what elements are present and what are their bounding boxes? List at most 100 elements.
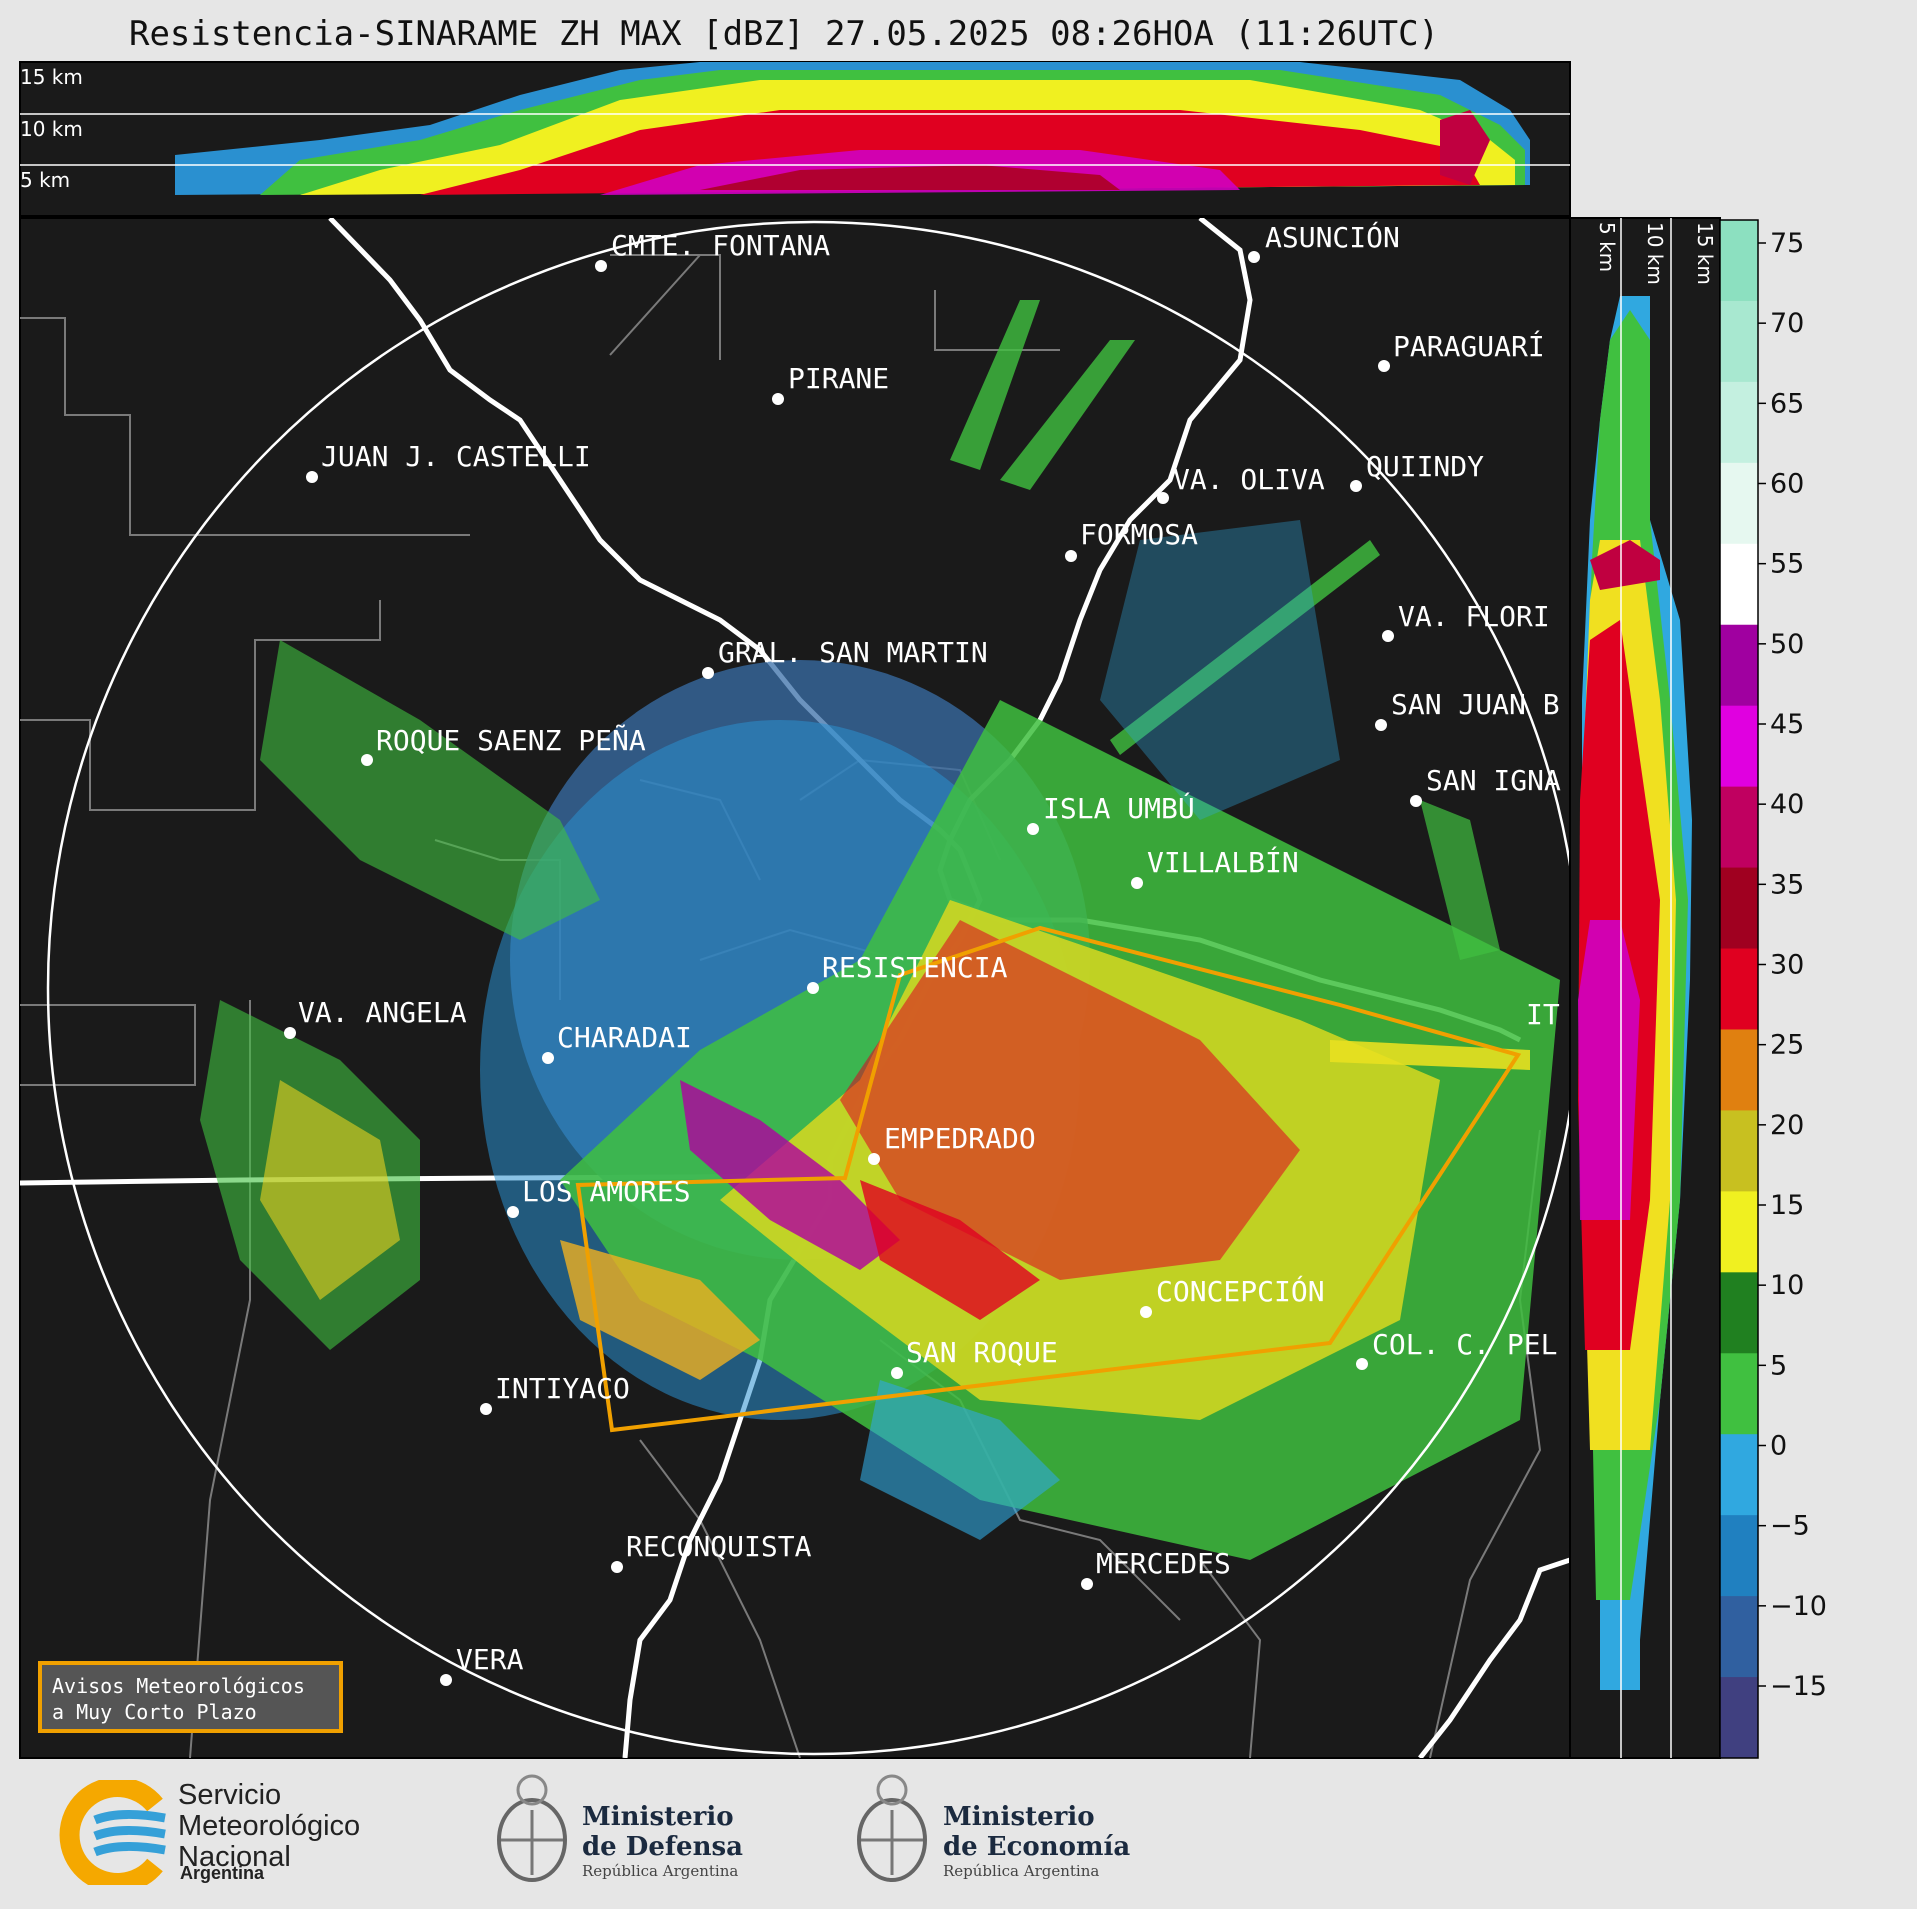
smn-line1: Servicio bbox=[178, 1779, 282, 1811]
place-label-cmte-fontana: CMTE. FONTANA bbox=[611, 229, 830, 262]
colorbar-tick-label: 25 bbox=[1770, 1030, 1804, 1061]
colorbar-tick-label: 45 bbox=[1770, 709, 1804, 740]
place-dot bbox=[1350, 480, 1362, 492]
colorbar-tick-label: −5 bbox=[1770, 1511, 1810, 1542]
place-label-mercedes: MERCEDES bbox=[1096, 1547, 1231, 1580]
colorbar-tick-label: 35 bbox=[1770, 869, 1804, 900]
colorbar-segment bbox=[1720, 1677, 1758, 1759]
warning-legend-line1: Avisos Meteorológicos bbox=[52, 1674, 305, 1698]
economia-line2: de Economía bbox=[943, 1832, 1131, 1862]
place-label-resistencia: RESISTENCIA bbox=[822, 951, 1008, 984]
economia-line1: Ministerio bbox=[943, 1802, 1095, 1832]
defensa-logo-text: Ministerio de Defensa República Argentin… bbox=[582, 1802, 743, 1880]
colorbar-segment bbox=[1720, 1596, 1758, 1678]
colorbar-segment bbox=[1720, 543, 1758, 626]
colorbar-tick-label: 0 bbox=[1770, 1431, 1787, 1462]
radar-echoes bbox=[200, 300, 1560, 1560]
colorbar-segment bbox=[1720, 1029, 1758, 1111]
defensa-line1: Ministerio bbox=[582, 1802, 734, 1832]
place-label-col-c-pel: COL. C. PEL bbox=[1372, 1328, 1557, 1361]
place-dot bbox=[891, 1367, 903, 1379]
colorbar-tick-label: 75 bbox=[1770, 228, 1804, 259]
colorbar-segment bbox=[1720, 1515, 1758, 1597]
place-dot bbox=[611, 1561, 623, 1573]
place-dot bbox=[306, 471, 318, 483]
colorbar-segment bbox=[1720, 462, 1758, 545]
place-dot bbox=[1375, 719, 1387, 731]
right-15km-label: 15 km bbox=[1693, 222, 1717, 285]
place-label-villalbin: VILLALBÍN bbox=[1147, 845, 1299, 879]
warning-polygon[interactable] bbox=[575, 925, 1522, 1433]
place-dot bbox=[1378, 360, 1390, 372]
place-label-juan-j-castelli: JUAN J. CASTELLI bbox=[321, 440, 591, 473]
place-label-vera: VERA bbox=[456, 1643, 524, 1676]
colorbar-tick-label: 5 bbox=[1770, 1350, 1787, 1381]
place-label-intiyaco: INTIYACO bbox=[495, 1372, 630, 1405]
place-dot bbox=[1065, 550, 1077, 562]
place-label-empedrado: EMPEDRADO bbox=[884, 1122, 1036, 1155]
colorbar-segment bbox=[1720, 624, 1758, 707]
warning-legend-box[interactable]: Avisos Meteorológicos a Muy Corto Plazo bbox=[38, 1661, 343, 1733]
top-cross-section: 15 km 10 km 5 km bbox=[19, 61, 1571, 217]
place-label-roque-saenz-pena: ROQUE SAENZ PEÑA bbox=[376, 723, 646, 757]
place-label-reconquista: RECONQUISTA bbox=[626, 1530, 812, 1563]
colorbar-tick-label: −10 bbox=[1770, 1591, 1827, 1622]
place-dot bbox=[772, 393, 784, 405]
place-label-asuncion: ASUNCIÓN bbox=[1265, 220, 1400, 254]
colorbar-tick-label: 50 bbox=[1770, 629, 1804, 660]
place-label-formosa: FORMOSA bbox=[1080, 518, 1198, 551]
place-dot bbox=[480, 1403, 492, 1415]
colorbar-tick-label: 30 bbox=[1770, 950, 1804, 981]
place-dot bbox=[361, 754, 373, 766]
colorbar-segment bbox=[1720, 867, 1758, 950]
place-dot bbox=[284, 1027, 296, 1039]
place-dot bbox=[440, 1674, 452, 1686]
place-markers: CMTE. FONTANA ASUNCIÓN PIRANE PARAGUARÍ … bbox=[284, 220, 1561, 1686]
colorbar-segment bbox=[1720, 948, 1758, 1030]
smn-line2: Meteorológico bbox=[178, 1810, 361, 1842]
place-dot bbox=[507, 1206, 519, 1218]
place-dot bbox=[1410, 795, 1422, 807]
colorbar-tick-label: −15 bbox=[1770, 1671, 1827, 1702]
place-dot bbox=[1081, 1578, 1093, 1590]
right-5km-label: 5 km bbox=[1595, 222, 1619, 272]
chart-title: Resistencia-SINARAME ZH MAX [dBZ] 27.05.… bbox=[128, 14, 1440, 54]
place-label-concepcion: CONCEPCIÓN bbox=[1156, 1274, 1325, 1308]
top-5km-label: 5 km bbox=[20, 168, 70, 192]
colorbar-segment bbox=[1720, 705, 1758, 788]
place-dot bbox=[1140, 1306, 1152, 1318]
colorbar-tick-label: 15 bbox=[1770, 1190, 1804, 1221]
place-label-san-igna: SAN IGNA bbox=[1426, 764, 1561, 797]
top-10km-label: 10 km bbox=[20, 117, 83, 141]
place-dot bbox=[807, 982, 819, 994]
right-cross-section: 5 km 10 km 15 km bbox=[1569, 217, 1721, 1759]
place-dot bbox=[1248, 251, 1260, 263]
economia-logo-text: Ministerio de Economía República Argenti… bbox=[943, 1802, 1130, 1880]
colorbar-tick-label: 55 bbox=[1770, 549, 1804, 580]
smn-country: Argentina bbox=[180, 1863, 265, 1883]
place-label-isla-umbu: ISLA UMBÚ bbox=[1043, 791, 1195, 825]
place-label-san-roque: SAN ROQUE bbox=[906, 1336, 1058, 1369]
defensa-sub: República Argentina bbox=[582, 1862, 739, 1880]
colorbar-segment bbox=[1720, 786, 1758, 869]
smn-line3: Nacional bbox=[178, 1841, 291, 1873]
place-label-va-oliva: VA. OLIVA bbox=[1173, 463, 1325, 496]
place-label-gral-san-martin: GRAL. SAN MARTIN bbox=[718, 636, 988, 669]
colorbar-segment bbox=[1720, 1353, 1758, 1435]
smn-logo-icon bbox=[59, 1780, 166, 1885]
place-label-va-flori: VA. FLORI bbox=[1398, 600, 1550, 633]
place-dot bbox=[868, 1153, 880, 1165]
economia-sub: República Argentina bbox=[943, 1862, 1100, 1880]
argentina-coat-of-arms-icon bbox=[497, 1774, 567, 1882]
radar-map[interactable]: CMTE. FONTANA ASUNCIÓN PIRANE PARAGUARÍ … bbox=[19, 217, 1580, 1759]
place-dot bbox=[1027, 823, 1039, 835]
place-dot bbox=[702, 667, 714, 679]
right-10km-label: 10 km bbox=[1643, 222, 1667, 285]
place-dot bbox=[595, 260, 607, 272]
place-dot bbox=[542, 1052, 554, 1064]
colorbar-segment bbox=[1720, 1434, 1758, 1516]
colorbar-segment bbox=[1720, 1110, 1758, 1192]
colorbar-segment bbox=[1720, 1191, 1758, 1273]
